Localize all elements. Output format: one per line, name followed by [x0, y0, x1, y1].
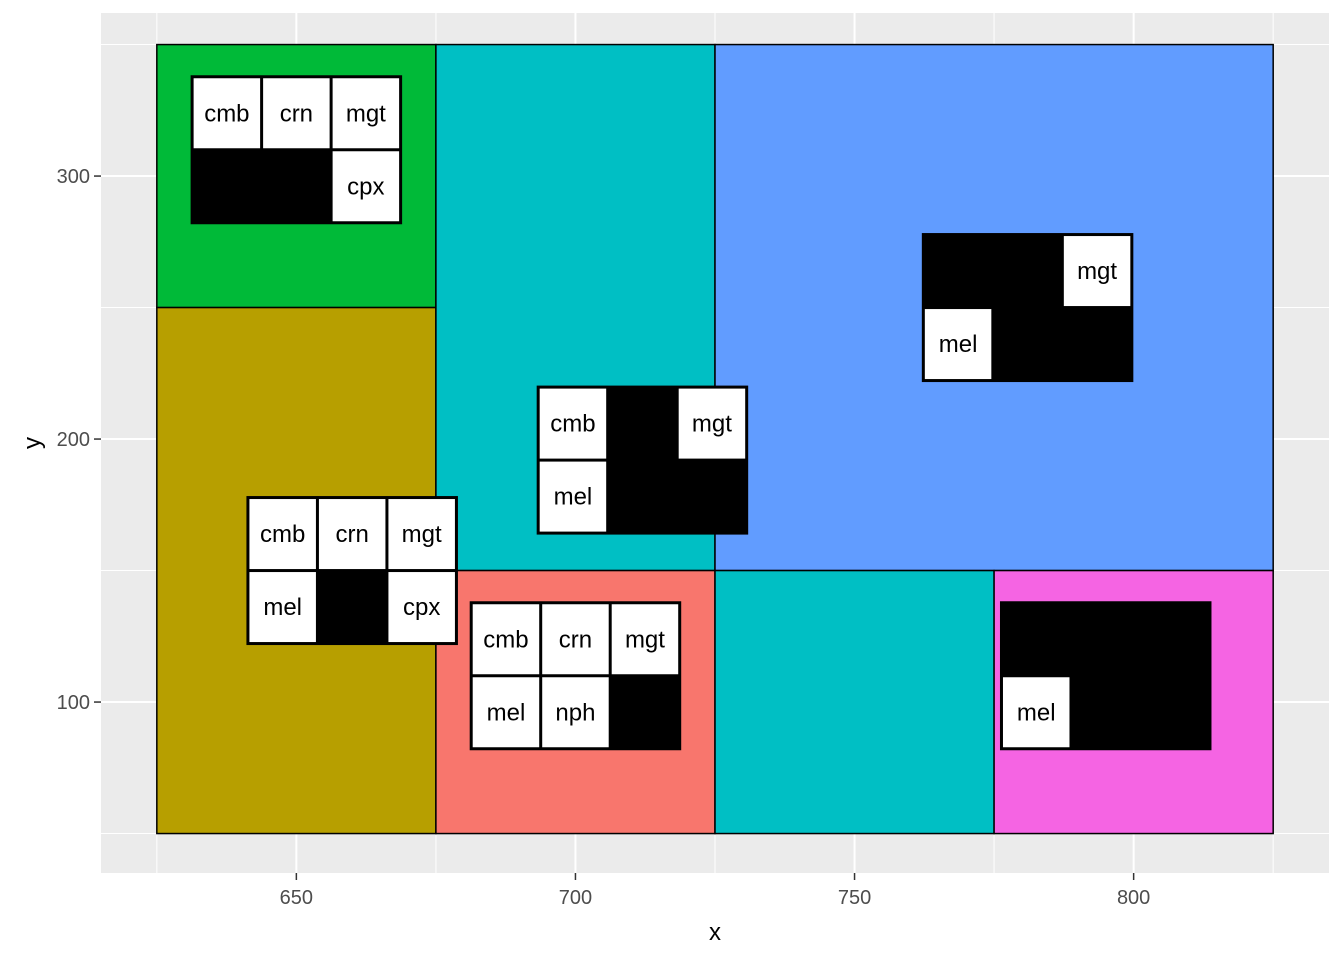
label-cell-text: nph [555, 699, 595, 726]
label-cell [611, 604, 679, 675]
label-table-1: cmb crn mgt cpx [190, 75, 403, 225]
label-cell [332, 78, 400, 149]
label-cell [539, 461, 607, 532]
label-cell-text: mel [487, 699, 526, 726]
label-cell [263, 78, 330, 149]
label-cell-text: cmb [550, 411, 595, 438]
label-cell [318, 499, 386, 570]
label-cell-text: mel [554, 484, 593, 511]
label-table-6: mel [999, 601, 1212, 751]
label-table-4: cmb crn mgt mel nph [469, 601, 682, 751]
label-cell [472, 604, 540, 675]
label-cell-text: crn [280, 100, 313, 127]
x-tick-label: 700 [559, 887, 592, 909]
label-table-3: cmb mgt mel [536, 385, 749, 535]
label-cell-text: cmb [204, 100, 249, 127]
y-axis-title: y [19, 437, 46, 449]
label-table-5: mgt mel [921, 233, 1134, 383]
label-cell-text: mel [939, 331, 978, 358]
label-cell-text: crn [559, 626, 592, 653]
label-cell-text: mgt [402, 521, 442, 548]
label-cell [542, 604, 609, 675]
label-cell [1063, 236, 1131, 307]
label-cell [249, 572, 316, 643]
label-cell [249, 499, 316, 570]
x-tick-label: 650 [280, 887, 313, 909]
region-tile-6 [714, 569, 995, 835]
y-tick-label: 100 [57, 692, 90, 714]
label-cell-text: cpx [403, 594, 440, 621]
label-cell [388, 499, 455, 570]
label-cell [539, 388, 607, 459]
x-tick-label: 800 [1117, 887, 1150, 909]
label-cell [472, 677, 540, 748]
label-cell-text: mgt [1077, 258, 1117, 285]
label-cell-text: cpx [347, 173, 384, 200]
label-cell-text: mgt [692, 411, 732, 438]
label-cell [193, 78, 261, 149]
label-cell [924, 309, 992, 380]
label-cell [1002, 677, 1070, 748]
y-tick-label: 300 [57, 166, 90, 188]
label-cell-text: cmb [260, 521, 305, 548]
label-cell [332, 151, 400, 222]
label-cell-text: mel [1017, 699, 1056, 726]
x-axis-title: x [709, 919, 721, 946]
label-cell-text: mel [263, 594, 302, 621]
label-cell [388, 572, 455, 643]
x-tick-label: 750 [838, 887, 871, 909]
axes: 650 700 750 800 100 200 300 [57, 166, 1151, 909]
label-cell-text: crn [336, 521, 369, 548]
label-table-2: cmb crn mgt mel cpx [246, 496, 458, 646]
label-cell-text: cmb [483, 626, 528, 653]
label-cell [678, 388, 746, 459]
label-cell-text: mgt [625, 626, 665, 653]
y-tick-label: 200 [57, 429, 90, 451]
label-cell [542, 677, 609, 748]
label-cell-text: mgt [346, 100, 386, 127]
